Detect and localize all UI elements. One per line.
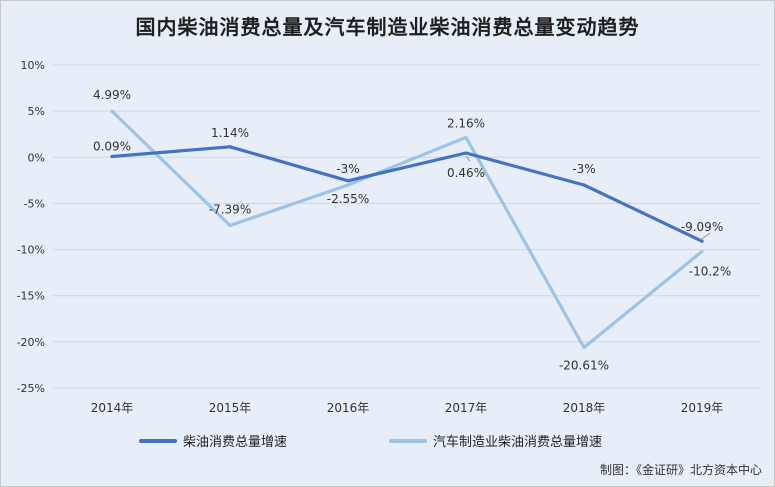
series-1-point <box>110 154 114 159</box>
y-tick-label: 5% <box>28 105 45 118</box>
leader-line <box>465 155 471 162</box>
y-tick-label: -10% <box>17 244 45 257</box>
series-1-point <box>700 239 704 243</box>
legend-label: 柴油消费总量增速 <box>183 435 287 450</box>
data-label: 4.99% <box>93 88 131 102</box>
series-2-point <box>700 249 704 254</box>
series-1-point <box>346 179 350 183</box>
series-2-point <box>228 223 232 228</box>
series-2-point <box>110 109 114 113</box>
data-label: -20.61% <box>559 358 609 372</box>
x-tick-label: 2015年 <box>209 401 252 415</box>
x-tick-label: 2019年 <box>681 401 724 415</box>
chart-credit: 制图：《金证研》北方资本中心 <box>599 463 762 477</box>
series-1-point <box>464 151 468 155</box>
data-label: 2.16% <box>447 116 485 130</box>
series-line-1 <box>110 145 704 243</box>
y-tick-label: 10% <box>21 59 45 72</box>
data-label: -7.39% <box>209 202 251 216</box>
x-tick-label: 2016年 <box>327 401 370 415</box>
y-tick-label: -15% <box>17 290 45 303</box>
x-tick-label: 2014年 <box>91 401 134 415</box>
x-tick-label: 2017年 <box>445 401 488 415</box>
series-2-point <box>464 135 468 139</box>
data-label: -2.55% <box>327 192 369 206</box>
y-tick-label: -25% <box>17 382 45 395</box>
leader-line <box>699 232 711 241</box>
legend-label: 汽车制造业柴油消费总量增速 <box>433 434 602 450</box>
y-tick-label: 0% <box>28 151 45 164</box>
x-tick-label: 2018年 <box>563 401 606 415</box>
chart-title: 国内柴油消费总量及汽车制造业柴油消费总量变动趋势 <box>135 15 640 39</box>
data-label: -10.2% <box>689 264 731 278</box>
data-label: 1.14% <box>211 126 249 140</box>
series-2-point <box>582 345 586 350</box>
data-label: -3% <box>336 162 359 176</box>
series-line-2 <box>110 109 704 350</box>
series-2-point <box>346 183 350 187</box>
data-label: -3% <box>572 162 595 176</box>
y-tick-label: -5% <box>24 197 45 210</box>
series-1-point <box>582 183 586 187</box>
series-1-point <box>228 145 232 149</box>
data-label: 0.09% <box>93 139 131 153</box>
data-label: -9.09% <box>681 220 723 234</box>
y-tick-label: -20% <box>17 336 45 349</box>
data-label: 0.46% <box>447 166 485 180</box>
